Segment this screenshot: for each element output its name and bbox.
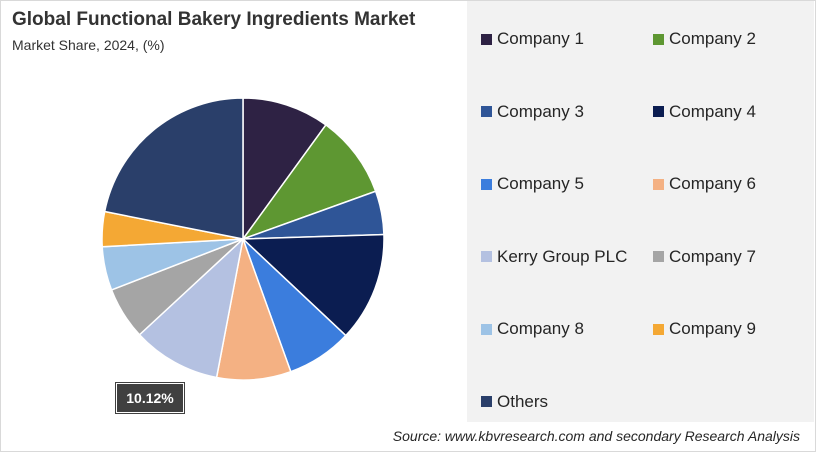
data-label-kerry-group: 10.12% [116,383,184,413]
legend-swatch [653,323,664,335]
legend-swatch [481,33,492,45]
legend-label: Others [497,391,549,411]
pie-chart [101,97,385,381]
chart-subtitle: Market Share, 2024, (%) [12,37,165,53]
legend-item-company-6: Company 6 [653,174,756,194]
legend-item-others: Others [481,392,548,412]
pie-slice-company-1 [242,97,327,242]
legend-label: Company 5 [497,174,584,193]
pie-slice-kerry-group-plc [138,236,245,379]
legend-swatch [653,33,664,45]
legend-item-company-8: Company 8 [481,319,584,339]
legend-swatch [481,396,492,407]
legend-item-company-2: Company 2 [653,29,756,49]
legend-label: Company 8 [497,319,584,338]
legend-item-company-3: Company 3 [481,102,584,122]
legend-swatch [481,106,492,117]
legend-swatch [653,106,664,117]
legend-swatch [481,323,492,335]
legend-label: Company 1 [497,29,584,48]
legend-label: Company 3 [497,101,584,121]
legend-item-company-1: Company 1 [481,29,584,49]
legend-label: Company 4 [669,101,756,121]
legend-item-kerry-group-plc: Kerry Group PLC [481,247,627,267]
chart-title: Global Functional Bakery Ingredients Mar… [12,9,416,30]
legend-label: Company 2 [669,29,756,48]
legend-label: Company 9 [669,319,756,338]
legend-item-company-9: Company 9 [653,319,756,339]
pie-slice-company-4 [241,233,385,337]
pie-slice-company-2 [240,123,377,241]
legend-swatch [653,178,664,190]
legend-swatch [653,251,664,262]
legend-swatch [481,178,492,190]
legend-item-company-7: Company 7 [653,247,756,267]
legend-label: Company 7 [669,246,756,266]
legend-item-company-4: Company 4 [653,102,756,122]
legend-label: Company 6 [669,174,756,193]
legend-panel [467,1,814,422]
legend-item-company-5: Company 5 [481,174,584,194]
pie-slice-others [103,97,244,240]
legend-swatch [481,251,492,262]
legend-label: Kerry Group PLC [497,246,628,266]
source-note: Source: www.kbvresearch.com and secondar… [392,428,800,444]
